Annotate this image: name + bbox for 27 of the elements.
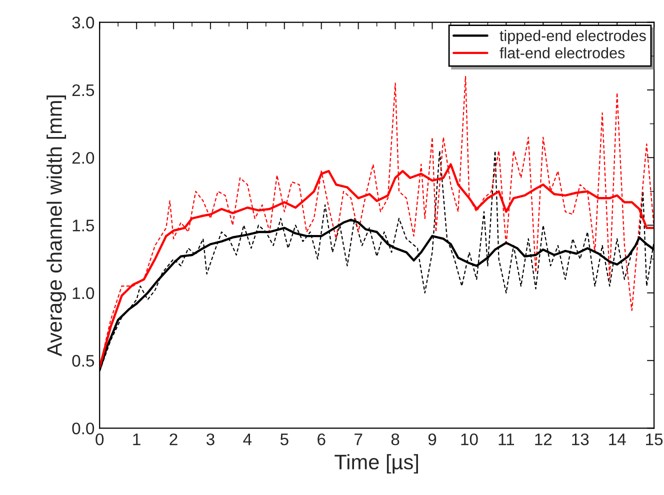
x-tick-label: 3 [206, 433, 214, 446]
x-tick-label: 8 [391, 433, 400, 446]
x-tick-label: 2 [170, 433, 178, 446]
x-tick-label: 12 [535, 433, 552, 446]
x-tick-label: 6 [318, 433, 326, 446]
x-axis-title: Time [µs] [334, 454, 418, 474]
y-tick-label: 0.0 [72, 422, 94, 434]
y-tick-label: 3.0 [72, 16, 94, 28]
y-axis-title: Average channel width [mm] [46, 95, 66, 356]
y-tick-label: 2.0 [72, 152, 94, 164]
legend-label: flat-end electrodes [500, 47, 625, 58]
x-tick-label: 11 [498, 434, 514, 446]
y-tick-label: 1.0 [72, 287, 94, 300]
x-tick-label: 7 [354, 434, 362, 446]
x-tick-label: 14 [609, 434, 626, 446]
y-tick-label: 1.5 [72, 220, 94, 232]
x-tick-label: 5 [280, 434, 288, 446]
x-tick-label: 13 [572, 433, 589, 446]
x-tick-label: 0 [96, 433, 104, 446]
legend-label: tipped-end electrodes [500, 30, 646, 44]
x-tick-label: 1 [133, 434, 140, 446]
x-tick-label: 15 [646, 434, 663, 446]
x-tick-label: 10 [461, 433, 478, 446]
x-tick-label: 4 [243, 434, 252, 446]
y-tick-label: 0.5 [72, 354, 94, 367]
x-tick-label: 9 [428, 433, 436, 446]
y-tick-label: 2.5 [72, 84, 94, 96]
